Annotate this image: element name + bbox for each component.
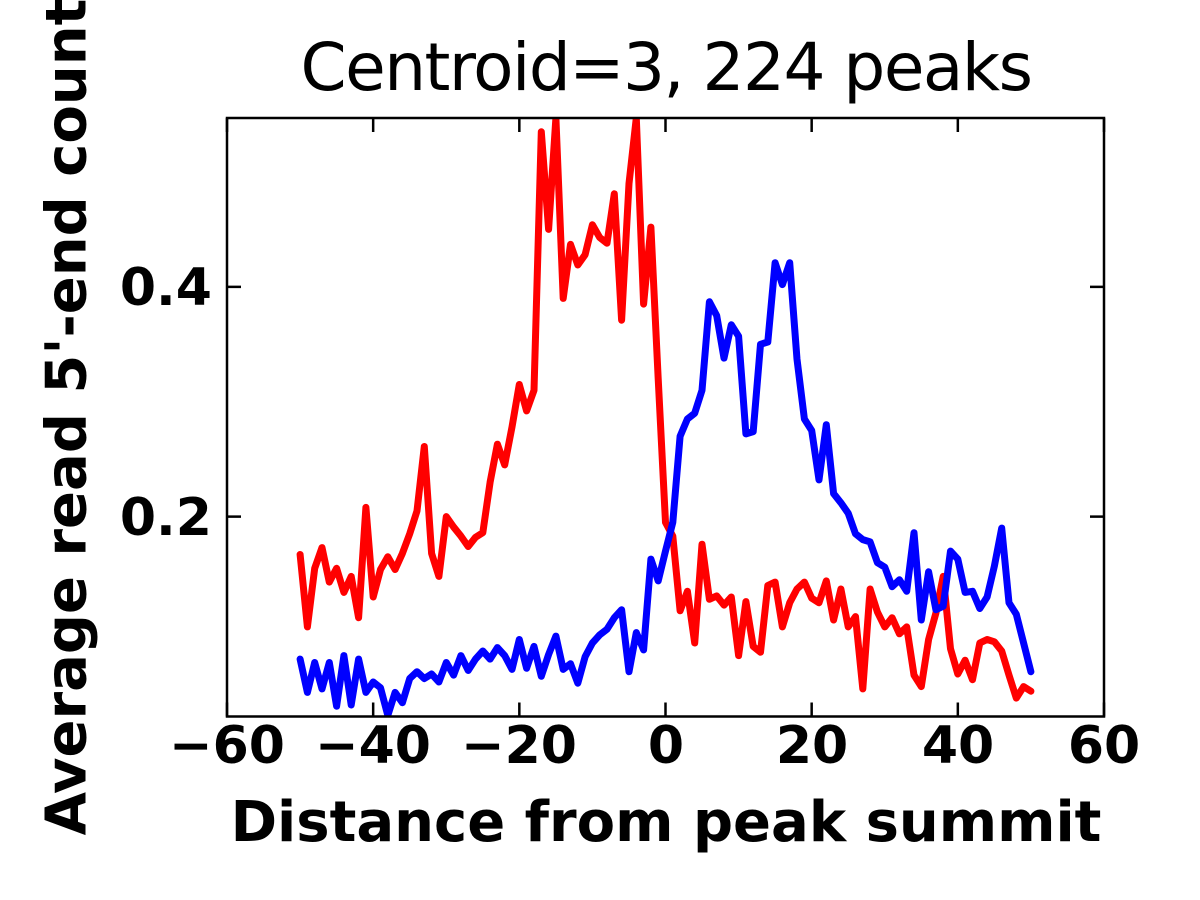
x-tick-label-neg60: −60 (169, 716, 285, 776)
y-tick-label-0_4: 0.4 (119, 258, 212, 318)
x-tick-label-0: 0 (647, 716, 685, 776)
x-tick-label-neg20: −20 (461, 716, 577, 776)
y-tick-label-0_2: 0.2 (119, 488, 212, 548)
chart-title: Centroid=3, 224 peaks (300, 29, 1033, 106)
x-axis-label: Distance from peak summit (230, 790, 1102, 855)
y-axis-label: Average read 5'-end count (34, 0, 100, 836)
x-tick-label-40: 40 (921, 716, 995, 776)
x-tick-label-neg40: −40 (315, 716, 431, 776)
x-tick-label-20: 20 (775, 716, 849, 776)
x-tick-label-60: 60 (1067, 716, 1141, 776)
